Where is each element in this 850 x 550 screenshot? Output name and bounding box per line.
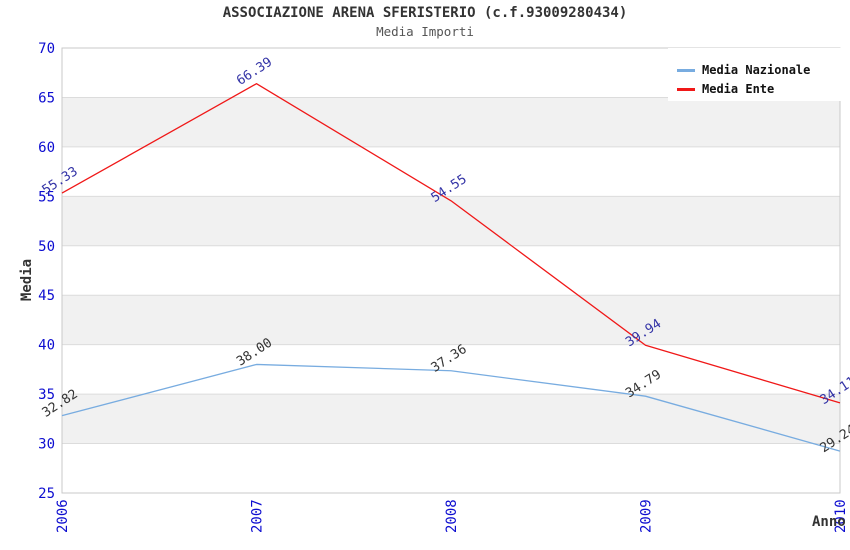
svg-text:60: 60 (38, 140, 55, 156)
svg-text:30: 30 (38, 437, 55, 453)
svg-text:40: 40 (38, 338, 55, 354)
svg-text:2009: 2009 (639, 499, 655, 533)
media-ente-line-icon (677, 88, 695, 91)
svg-text:65: 65 (38, 90, 55, 106)
y-axis-title: Media (19, 258, 35, 302)
x-axis-title: Anno (812, 514, 846, 530)
legend-label-media-ente: Media Ente (702, 82, 775, 96)
legend-label-media-nazionale: Media Nazionale (702, 63, 811, 77)
svg-text:2006: 2006 (55, 499, 71, 533)
legend-item-media-nazionale: Media Nazionale (677, 61, 849, 80)
svg-text:2010: 2010 (833, 499, 849, 533)
chart-subtitle: Media Importi (376, 24, 474, 39)
svg-text:55: 55 (38, 189, 55, 205)
svg-text:25: 25 (38, 486, 55, 502)
svg-text:2008: 2008 (444, 499, 460, 533)
chart-title: ASSOCIAZIONE ARENA SFERISTERIO (c.f.9300… (222, 5, 628, 21)
svg-text:50: 50 (38, 239, 55, 255)
svg-text:70: 70 (38, 41, 55, 57)
svg-text:2007: 2007 (250, 499, 266, 533)
svg-text:35: 35 (38, 387, 55, 403)
legend: Media Nazionale Media Ente (668, 48, 849, 101)
svg-text:45: 45 (38, 288, 55, 304)
media-nazionale-line-icon (677, 69, 695, 72)
legend-item-media-ente: Media Ente (677, 80, 849, 99)
